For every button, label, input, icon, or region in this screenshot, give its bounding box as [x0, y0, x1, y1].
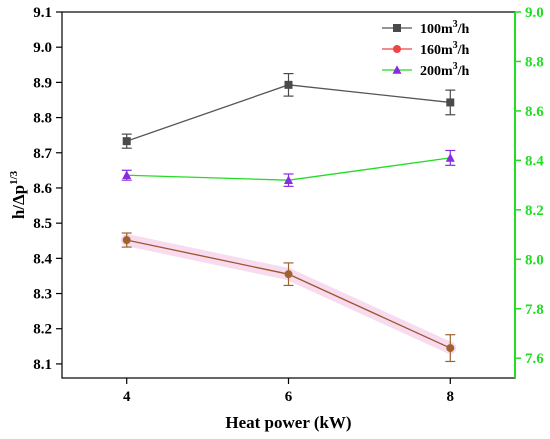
y-left-tick-label: 8.1 [33, 357, 52, 373]
legend-marker [393, 45, 401, 53]
y-right-tick-label: 7.8 [525, 302, 544, 318]
y-right-tick-label: 8.0 [525, 252, 544, 268]
y-left-tick-label: 8.9 [33, 75, 52, 91]
legend-marker [392, 65, 402, 74]
legend-marker [393, 24, 401, 32]
series-halo [120, 234, 457, 355]
data-point [445, 153, 455, 162]
y-axis-title-sup: 1/3 [8, 170, 20, 185]
y-right-tick-label: 8.8 [525, 54, 544, 70]
y-axis-title-left: h/Δp1/3 [8, 170, 28, 219]
x-tick-label: 8 [447, 389, 455, 405]
data-point [446, 344, 455, 353]
legend-label: 160m3/h [420, 40, 470, 58]
svg-text:h/Δp1/3: h/Δp1/3 [8, 170, 28, 219]
legend-label: 100m3/h [420, 19, 470, 37]
data-point [446, 98, 455, 107]
x-tick-label: 4 [123, 389, 131, 405]
series-marks [121, 72, 456, 363]
y-left-tick-label: 8.3 [33, 287, 52, 303]
y-left-tick-label: 8.4 [33, 251, 52, 267]
y-left-tick-label: 8.2 [33, 322, 52, 338]
y-left-tick-label: 9.1 [33, 5, 52, 21]
y-right-tick-label: 7.6 [525, 351, 544, 367]
y-left-tick-label: 9.0 [33, 40, 52, 56]
data-point [284, 80, 293, 89]
data-point [284, 175, 293, 184]
y-right-tick-label: 9.0 [525, 5, 544, 21]
series-lines [120, 84, 457, 355]
data-point [122, 236, 131, 245]
data-point [122, 137, 131, 146]
y-left-tick-label: 8.7 [33, 146, 52, 162]
axis-ticks: 8.1 8.2 8.3 8.4 8.5 8.6 8.7 8.8 8.9 9.0 9.1 7.6 7.8 8… [33, 5, 544, 405]
y-axis-title-base: h/Δp [9, 185, 28, 219]
x-axis-title: Heat power (kW) [225, 413, 351, 432]
y-left-tick-label: 8.5 [33, 216, 52, 232]
y-left-tick-label: 8.6 [33, 181, 52, 197]
x-tick-label: 6 [285, 389, 293, 405]
legend: 100m3/h 160m3/h 200m3/h [382, 19, 470, 79]
y-right-tick-label: 8.6 [525, 104, 544, 120]
y-left-tick-label: 8.8 [33, 111, 52, 127]
data-point [284, 270, 293, 279]
y-right-tick-label: 8.2 [525, 203, 544, 219]
y-right-tick-label: 8.4 [525, 153, 544, 169]
legend-label: 200m3/h [420, 61, 470, 79]
data-point [122, 170, 132, 180]
